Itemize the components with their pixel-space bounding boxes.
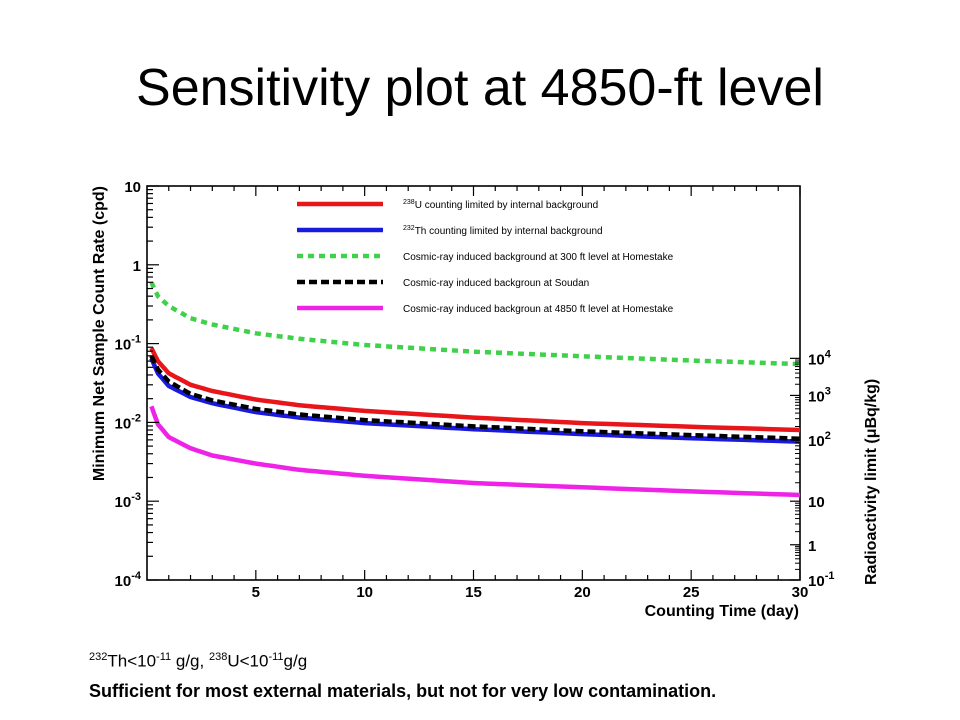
plot-area	[146, 185, 801, 581]
series-line-4	[149, 405, 801, 498]
legend-label-2: Cosmic-ray induced background at 300 ft …	[403, 252, 674, 263]
y2-tick-label: 10	[808, 494, 825, 511]
y-tick-base: 10	[115, 337, 132, 354]
y-tick-exp: -3	[131, 491, 141, 503]
y2-tick-base: 10	[808, 433, 825, 450]
conclusion-note: Sufficient for most external materials, …	[89, 681, 717, 701]
th-exp: -11	[156, 651, 172, 663]
x-tick-label: 10	[356, 584, 373, 601]
y2-tick-base: 1	[808, 538, 816, 555]
series-line-2	[149, 281, 801, 367]
y-tick-label: 10-1	[115, 334, 141, 354]
legend-mass-0: 238	[403, 199, 415, 206]
limits-note: 232Th<10-11 g/g, 238U<10-11g/g	[89, 651, 307, 672]
y2-tick-label: 10-1	[808, 570, 834, 590]
series-line-0	[149, 346, 801, 433]
y2-axis-title: Radioactivity limit (μBq/kg)	[863, 379, 880, 585]
y2-tick-exp: 4	[825, 348, 832, 360]
legend-text-4: Cosmic-ray induced backgroun at 4850 ft …	[403, 304, 674, 315]
x-tick-label: 15	[465, 584, 482, 601]
u-sym: U<10	[227, 651, 269, 671]
y2-tick-exp: -1	[825, 570, 835, 582]
th-mass: 232	[89, 651, 108, 663]
y2-tick-label: 104	[808, 348, 832, 368]
th-unit: g/g,	[171, 651, 209, 671]
legend-text-1: Th counting limited by internal backgrou…	[415, 226, 603, 237]
legend-label-1: 232Th counting limited by internal backg…	[403, 225, 603, 237]
y2-tick-label: 102	[808, 430, 831, 450]
y2-tick-exp: 3	[825, 385, 831, 397]
y2-tick-base: 10	[808, 573, 825, 590]
legend-text-2: Cosmic-ray induced background at 300 ft …	[403, 252, 674, 263]
y-tick-base: 10	[124, 179, 141, 196]
y-tick-base: 10	[115, 573, 132, 590]
x-tick-label: 5	[252, 584, 260, 601]
u-mass: 238	[208, 651, 228, 663]
y2-tick-base: 10	[808, 351, 825, 368]
y2-tick-label: 103	[808, 385, 831, 405]
x-axis-title: Counting Time (day)	[645, 603, 799, 620]
x-tick-label: 20	[574, 584, 591, 601]
legend-label-0: 238U counting limited by internal backgr…	[403, 199, 598, 211]
series-line-1	[149, 357, 801, 444]
y-tick-exp: -4	[131, 570, 142, 582]
y-axis-title: Minimum Net Sample Count Rate (cpd)	[91, 186, 108, 481]
y-tick-label: 10-2	[115, 412, 141, 432]
y2-tick-base: 10	[808, 494, 825, 511]
y-tick-base: 10	[115, 415, 132, 432]
legend-text-0: U counting limited by internal backgroun…	[415, 200, 598, 211]
legend-mass-1: 232	[403, 225, 415, 232]
series-line-3	[149, 354, 801, 442]
y-tick-label: 10	[124, 179, 141, 196]
y-tick-exp: -1	[131, 334, 141, 346]
y2-tick-base: 10	[808, 388, 825, 405]
y-tick-label: 10-4	[115, 570, 142, 590]
u-exp: -11	[268, 651, 284, 663]
y2-tick-exp: 2	[825, 430, 831, 442]
legend-label-3: Cosmic-ray induced backgroun at Soudan	[403, 278, 589, 289]
y-tick-base: 10	[115, 494, 132, 511]
y-tick-exp: -2	[131, 412, 141, 424]
y2-tick-label: 1	[808, 538, 816, 555]
y-tick-base: 1	[133, 258, 141, 275]
x-tick-label: 30	[792, 584, 809, 601]
u-unit: g/g	[283, 651, 308, 671]
slide-title: Sensitivity plot at 4850-ft level	[136, 59, 824, 117]
th-sym: Th<10	[107, 651, 157, 671]
x-tick-label: 25	[683, 584, 700, 601]
legend-text-3: Cosmic-ray induced backgroun at Soudan	[403, 278, 589, 289]
legend-label-4: Cosmic-ray induced backgroun at 4850 ft …	[403, 304, 674, 315]
y-tick-label: 1	[133, 258, 141, 275]
y-tick-label: 10-3	[115, 491, 141, 511]
